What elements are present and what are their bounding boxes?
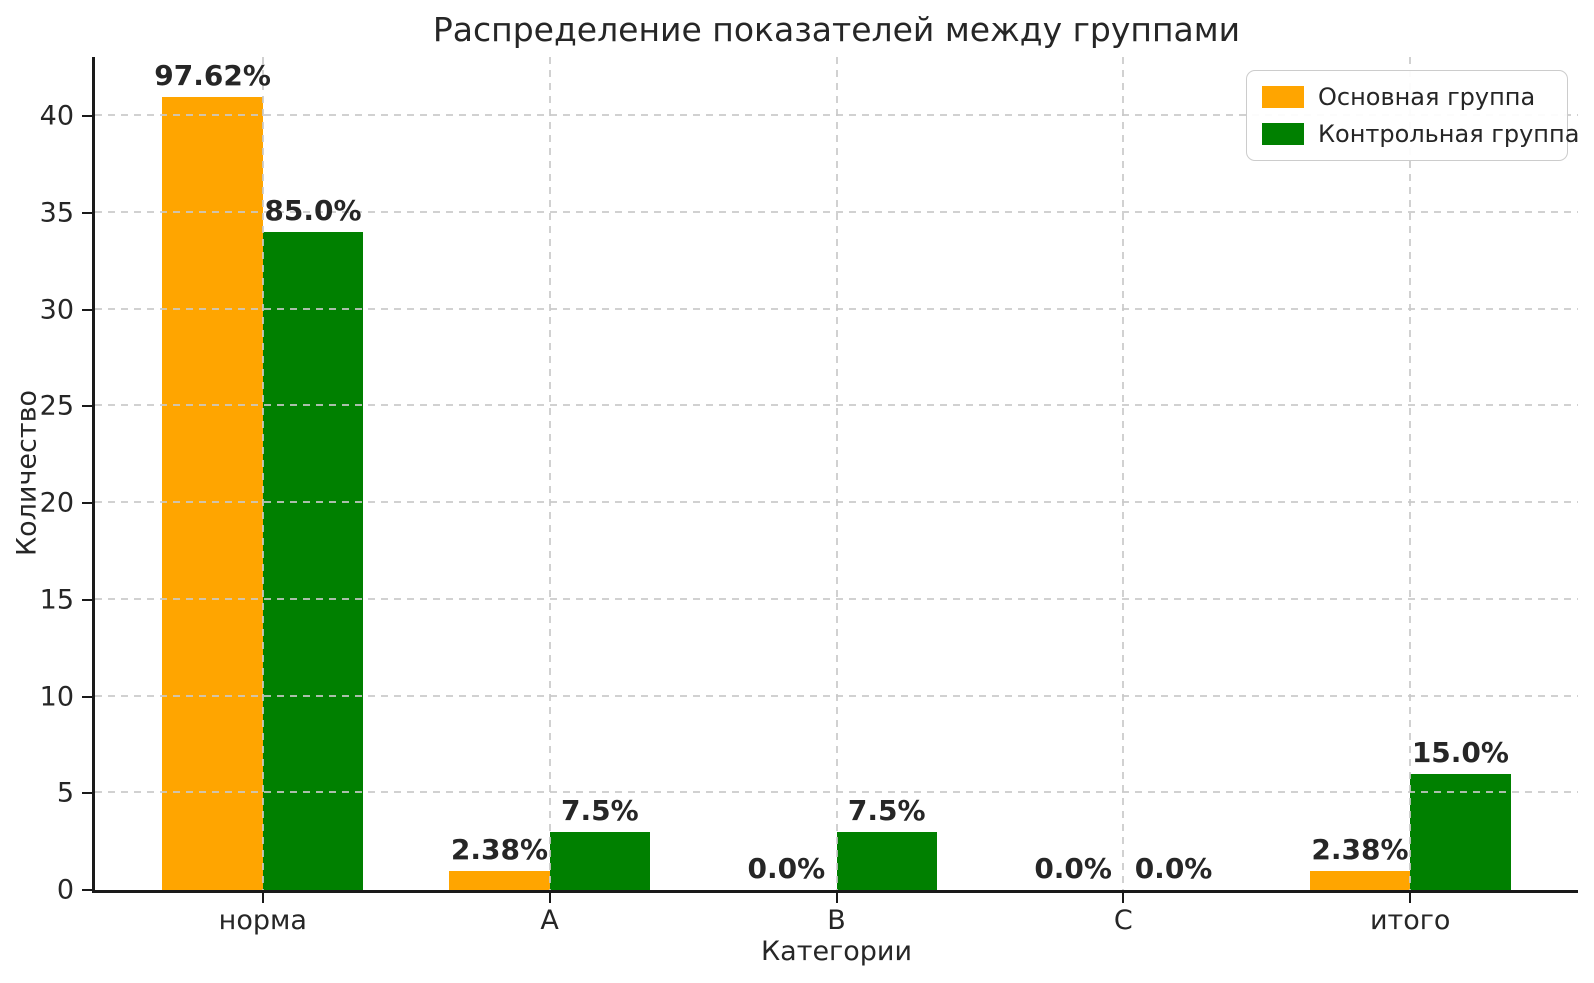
y-axis-tick <box>82 211 92 214</box>
bar <box>549 831 651 890</box>
legend: Основная группа Контрольная группа <box>1246 70 1579 161</box>
bar-value-label: 0.0% <box>1134 852 1213 885</box>
y-tick-label: 5 <box>56 777 74 809</box>
legend-swatch-primary-group <box>1262 86 1304 108</box>
bar <box>449 870 550 890</box>
bar-value-label: 0.0% <box>747 852 826 885</box>
gridline-vertical <box>1409 57 1412 890</box>
x-axis-tick <box>1409 893 1412 903</box>
x-axis-tick <box>261 893 264 903</box>
x-tick-label: норма <box>218 905 307 936</box>
y-axis-tick <box>82 115 92 118</box>
y-tick-label: 0 <box>56 874 74 906</box>
y-tick-label: 25 <box>39 390 74 422</box>
y-axis-tick <box>82 792 92 795</box>
bar-value-label: 2.38% <box>1311 832 1409 866</box>
y-tick-label: 30 <box>39 294 74 326</box>
y-axis-tick <box>82 502 92 505</box>
y-axis-tick <box>82 695 92 698</box>
x-tick-label: B <box>827 905 846 936</box>
gridline-vertical <box>548 57 551 890</box>
legend-item: Основная группа <box>1262 83 1552 111</box>
y-tick-label: 35 <box>39 197 74 229</box>
x-axis-tick <box>835 893 838 903</box>
x-axis-label: Категории <box>761 936 912 967</box>
legend-item: Контрольная группа <box>1262 120 1579 148</box>
gridline-vertical <box>1122 57 1125 890</box>
bar <box>162 96 263 890</box>
legend-label: Контрольная группа <box>1318 120 1580 148</box>
x-tick-label: A <box>540 905 559 936</box>
plot-area: 0 5 10 15 20 25 30 35 40 норма 97.62% 85.0% A 2.38% 7.… <box>40 57 1578 936</box>
bar <box>262 232 364 890</box>
y-tick-label: 15 <box>39 584 74 616</box>
y-axis-tick <box>82 308 92 311</box>
bar-value-label: 7.5% <box>847 793 926 827</box>
bar <box>836 831 937 890</box>
bar-value-label: 15.0% <box>1411 735 1509 769</box>
y-tick-label: 20 <box>39 487 74 519</box>
y-tick-label: 10 <box>39 681 74 713</box>
bar-value-label: 0.0% <box>1034 852 1112 885</box>
bar-value-label: 2.38% <box>450 832 549 866</box>
x-tick-label: C <box>1113 905 1133 936</box>
gridline-vertical <box>835 57 838 890</box>
bar-value-label: 85.0% <box>264 194 362 228</box>
chart-title: Распределение показателей между группами <box>432 10 1241 49</box>
y-axis-tick <box>82 889 92 891</box>
x-axis-tick <box>548 893 551 903</box>
y-axis-tick <box>82 405 92 408</box>
y-axis-label: Количество <box>11 389 43 557</box>
legend-label: Основная группа <box>1318 83 1536 111</box>
x-tick-label: итого <box>1369 905 1451 936</box>
gridline-vertical <box>261 57 264 890</box>
legend-swatch-control-group <box>1262 123 1304 145</box>
bar-value-label: 7.5% <box>561 793 639 827</box>
y-tick-label: 40 <box>39 100 74 132</box>
bar <box>1309 870 1411 890</box>
x-axis-tick <box>1122 893 1125 903</box>
bar-value-label: 97.62% <box>154 58 271 92</box>
y-axis-tick <box>82 598 92 601</box>
